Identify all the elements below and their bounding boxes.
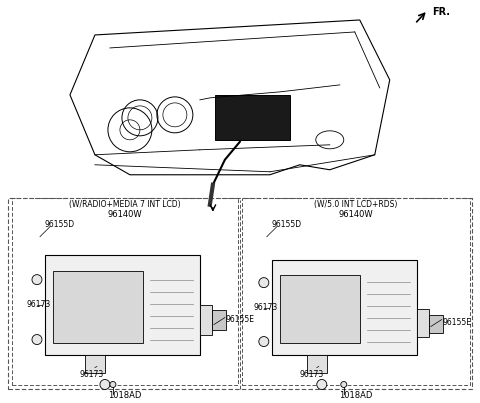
- Circle shape: [259, 337, 269, 347]
- Text: 96155E: 96155E: [226, 315, 255, 324]
- Circle shape: [32, 274, 42, 285]
- Bar: [12, 198, 238, 386]
- Text: 96155E: 96155E: [443, 318, 472, 327]
- Circle shape: [317, 380, 327, 389]
- Bar: [215, 95, 290, 140]
- Text: 1018AD: 1018AD: [339, 391, 372, 401]
- Bar: [417, 309, 429, 337]
- Bar: [200, 305, 212, 334]
- Text: 96140W: 96140W: [338, 210, 373, 219]
- Text: FR.: FR.: [432, 7, 450, 17]
- Circle shape: [100, 380, 110, 389]
- Text: (W/5.0 INT LCD+RDS): (W/5.0 INT LCD+RDS): [314, 200, 397, 209]
- Text: 96173: 96173: [254, 303, 278, 312]
- Circle shape: [341, 382, 347, 388]
- Text: 1018AD: 1018AD: [108, 391, 142, 401]
- Bar: [45, 255, 200, 355]
- Circle shape: [110, 382, 116, 388]
- Bar: [429, 315, 443, 332]
- Bar: [272, 260, 417, 355]
- Bar: [280, 274, 360, 343]
- Bar: [212, 310, 226, 330]
- Text: 96173: 96173: [80, 370, 104, 378]
- Circle shape: [259, 278, 269, 288]
- Bar: [85, 355, 105, 372]
- Text: 96155D: 96155D: [45, 220, 75, 229]
- Text: 96173: 96173: [300, 370, 324, 378]
- Text: (W/RADIO+MEDIA 7 INT LCD): (W/RADIO+MEDIA 7 INT LCD): [69, 200, 181, 209]
- Bar: [53, 271, 143, 343]
- Circle shape: [32, 334, 42, 345]
- Bar: [307, 355, 327, 372]
- Text: 96155D: 96155D: [272, 220, 302, 229]
- Bar: [8, 198, 472, 389]
- Text: 96173: 96173: [27, 300, 51, 309]
- Text: 96140W: 96140W: [108, 210, 142, 219]
- Bar: [242, 198, 470, 386]
